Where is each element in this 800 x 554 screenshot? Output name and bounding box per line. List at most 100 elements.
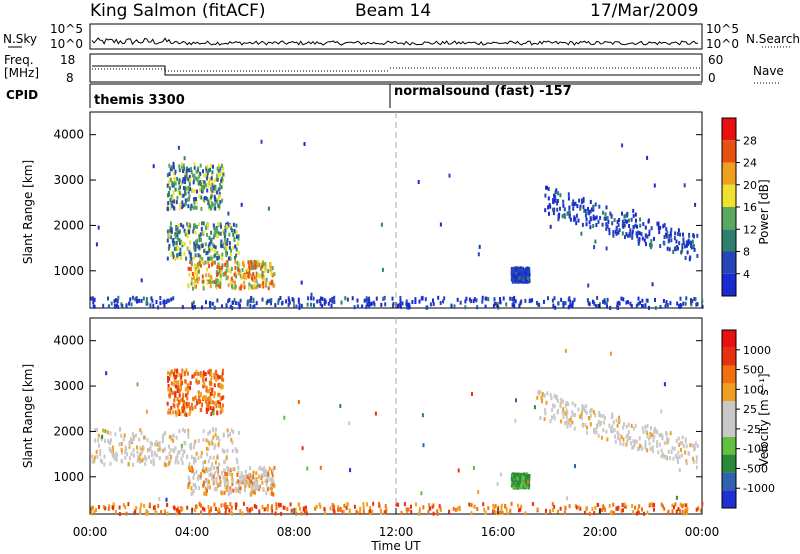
data-cell [239, 286, 242, 291]
data-cell [701, 501, 704, 506]
data-cell [202, 460, 205, 465]
data-cell [582, 407, 585, 412]
data-cell [658, 230, 661, 235]
data-cell [172, 448, 175, 453]
data-cell [502, 296, 505, 301]
data-cell [403, 502, 406, 507]
nsky-tick-bottom: 10^0 [50, 37, 83, 51]
data-cell [675, 495, 678, 500]
data-cell [183, 409, 186, 414]
data-cell [365, 305, 368, 310]
data-cell [557, 509, 559, 514]
data-cell [196, 279, 199, 284]
data-cell [147, 455, 150, 460]
data-cell [171, 390, 174, 395]
data-cell [636, 224, 639, 229]
data-cell [170, 387, 172, 392]
data-cell [208, 485, 211, 490]
data-cell [663, 382, 666, 387]
data-cell [166, 238, 169, 243]
data-cell [368, 302, 371, 307]
data-cell [536, 507, 539, 512]
data-cell [618, 437, 621, 442]
data-cell [547, 296, 549, 301]
data-cell [537, 390, 540, 395]
data-cell [677, 450, 680, 455]
data-cell [657, 226, 660, 230]
data-cell [405, 507, 408, 512]
data-cell [651, 449, 654, 453]
data-cell [130, 452, 133, 457]
data-cell [177, 223, 180, 228]
data-cell [626, 213, 629, 218]
data-cell [163, 463, 166, 467]
data-cell [611, 415, 613, 420]
data-cell [644, 424, 647, 429]
data-cell [166, 511, 169, 516]
data-cell [613, 428, 616, 432]
data-cell [589, 200, 592, 204]
data-cell [414, 297, 417, 302]
freq-tick-top: 18 [60, 53, 75, 67]
nave-label: Nave [753, 64, 784, 78]
data-cell [130, 437, 132, 442]
data-cell [603, 300, 606, 305]
data-cell [227, 299, 230, 304]
data-cell [175, 240, 178, 245]
data-cell [167, 298, 170, 303]
data-cell [220, 242, 223, 246]
data-cell [170, 227, 173, 232]
data-cell [288, 298, 291, 303]
data-cell [300, 511, 303, 516]
data-cell [651, 503, 654, 508]
nsky-tick-top-right: 10^5 [706, 22, 739, 36]
data-cell [184, 176, 187, 181]
data-cell [166, 183, 169, 188]
data-cell [356, 304, 359, 309]
data-cell [221, 470, 223, 475]
date-title: 17/Mar/2009 [590, 1, 698, 21]
data-cell [690, 298, 692, 303]
data-cell [228, 508, 231, 513]
data-cell [262, 487, 265, 492]
data-cell [323, 507, 326, 511]
data-cell [198, 174, 201, 179]
data-cell [437, 295, 440, 300]
data-cell [228, 241, 231, 246]
data-cell [622, 437, 625, 442]
data-cell [618, 418, 621, 423]
data-cell [210, 230, 213, 235]
data-cell [194, 176, 197, 181]
data-cell [216, 468, 219, 473]
data-cell [552, 403, 555, 408]
data-cell [606, 224, 608, 229]
data-cell [185, 455, 188, 460]
data-cell [132, 462, 135, 467]
data-cell [333, 504, 336, 509]
data-cell [515, 267, 518, 272]
data-cell [269, 268, 272, 273]
data-cell [627, 430, 630, 435]
data-cell [189, 381, 192, 385]
data-cell [255, 505, 258, 509]
data-cell [255, 301, 258, 306]
data-cell [214, 202, 217, 207]
data-cell [679, 305, 682, 309]
data-cell [372, 501, 375, 506]
data-cell [229, 252, 232, 257]
data-cell [204, 395, 207, 400]
data-cell [207, 180, 210, 185]
data-cell [178, 389, 181, 394]
data-cell [235, 247, 238, 252]
power-colorbar-swatch [722, 184, 736, 207]
data-cell [206, 188, 209, 193]
data-cell [518, 276, 521, 280]
data-cell [567, 402, 570, 407]
data-cell [193, 265, 196, 269]
x-axis-label: Time UT [370, 539, 421, 553]
power-ylabel: Slant Range [km] [21, 160, 35, 264]
data-cell [648, 229, 651, 234]
data-cell [519, 483, 522, 488]
data-cell [303, 142, 306, 146]
data-cell [174, 176, 177, 181]
